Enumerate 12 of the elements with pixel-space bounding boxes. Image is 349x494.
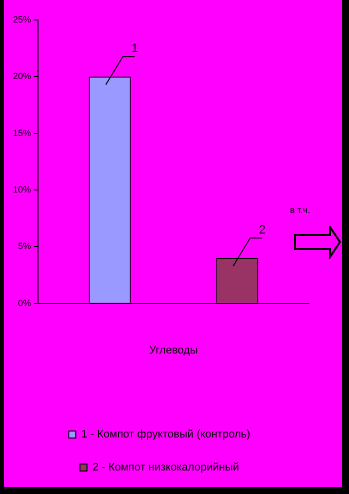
y-tick-label: 25% (13, 14, 32, 24)
annotation: 2 (258, 222, 266, 236)
y-tick-label: 15% (13, 128, 32, 138)
y-tick-label: 0% (18, 298, 32, 308)
annotation: 1 (131, 40, 138, 55)
y-tick-label: 5% (18, 241, 32, 252)
y-tick-label: 20% (13, 71, 32, 82)
legend-label: 1 - Компот фруктовый (контроль) (81, 428, 250, 441)
legend-label: 2 - Компот низкокалорийный (92, 462, 240, 474)
y-tick-label: 10% (13, 184, 32, 195)
x-axis-title: Углеводы (149, 344, 198, 356)
annotation: в т.ч. (290, 205, 310, 215)
